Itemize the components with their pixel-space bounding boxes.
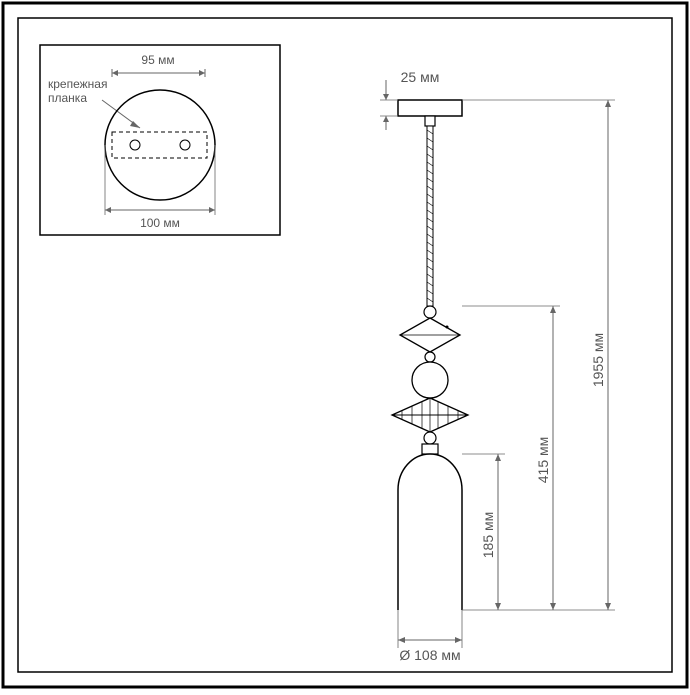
inset-dim-95: 95 мм bbox=[141, 53, 174, 67]
crystal bbox=[392, 398, 468, 432]
canopy-stem bbox=[425, 116, 435, 126]
canopy bbox=[398, 100, 462, 116]
inset-plate-label-1: крепежная bbox=[48, 77, 107, 91]
neck bbox=[422, 444, 438, 454]
inset-plate-label-2: планка bbox=[48, 91, 87, 105]
diagram-frame: 95 мм крепежная планка 100 мм bbox=[0, 0, 690, 690]
bead-1 bbox=[424, 306, 436, 318]
dim-185: 185 мм bbox=[480, 512, 496, 559]
inset-group: 95 мм крепежная планка 100 мм bbox=[40, 45, 280, 235]
dim-1955: 1955 мм bbox=[590, 333, 606, 387]
cord bbox=[427, 126, 433, 306]
dim-108: Ø 108 мм bbox=[399, 647, 460, 663]
diagram-svg: 95 мм крепежная планка 100 мм bbox=[0, 0, 690, 690]
bead-3 bbox=[424, 432, 436, 444]
dim-25: 25 мм bbox=[401, 69, 440, 85]
dim-415: 415 мм bbox=[535, 437, 551, 484]
lamp-group bbox=[392, 100, 468, 610]
bead-2 bbox=[425, 352, 435, 362]
shade bbox=[398, 454, 462, 610]
inset-dim-100: 100 мм bbox=[140, 216, 180, 230]
sphere bbox=[412, 362, 448, 398]
